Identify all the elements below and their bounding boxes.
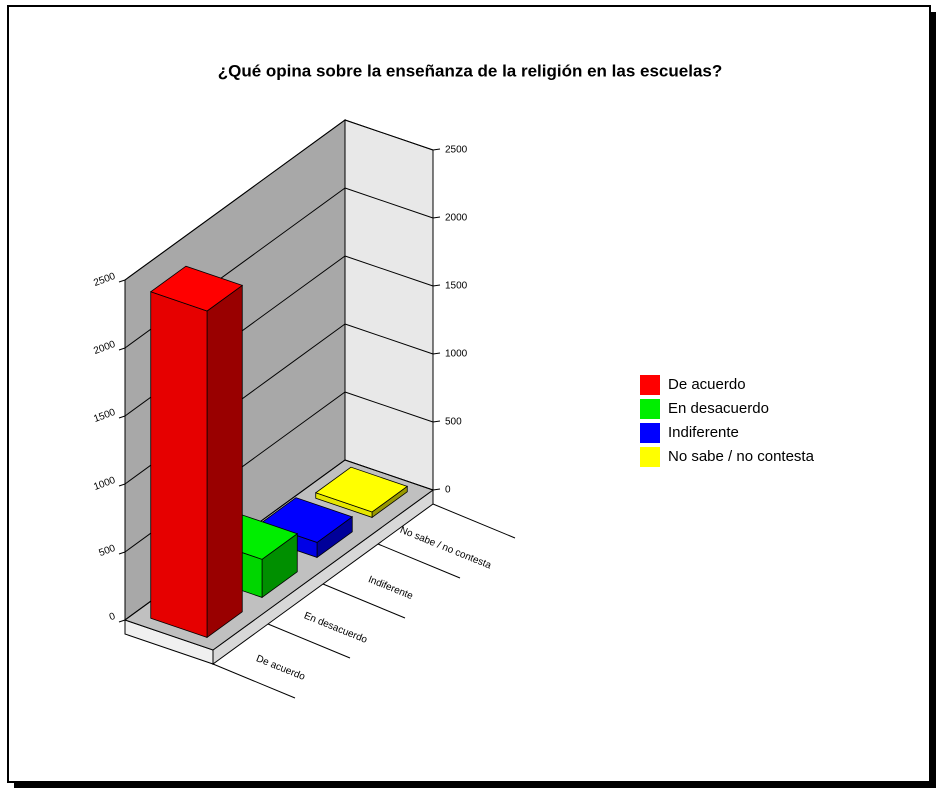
category-separator: [322, 583, 406, 619]
grid-line: [344, 459, 434, 491]
tick-mark: [432, 420, 441, 423]
tick-mark: [432, 148, 441, 151]
grid-line: [344, 119, 434, 151]
grid-line: [344, 391, 434, 423]
grid-line: [124, 119, 346, 281]
bar-top: [259, 497, 354, 543]
tick-mark: [118, 347, 126, 351]
y2-tick-label: 1500: [445, 281, 468, 292]
tick-mark: [118, 619, 126, 623]
legend-swatch: [640, 423, 660, 443]
back-wall: [344, 119, 434, 491]
tick-mark: [118, 279, 126, 283]
category-separator: [432, 503, 516, 539]
tick-mark: [118, 551, 126, 555]
legend-label: Indiferente: [668, 424, 739, 441]
y2-tick-label: 1000: [445, 349, 468, 360]
legend-swatch: [640, 447, 660, 467]
legend-label: No sabe / no contesta: [668, 448, 815, 465]
y2-tick-label: 2000: [445, 213, 468, 224]
tick-mark: [432, 488, 441, 491]
bar-top: [314, 466, 409, 513]
y-tick-label: 0: [108, 611, 117, 623]
grid-line: [344, 187, 434, 219]
tick-mark: [432, 352, 441, 355]
tick-mark: [432, 284, 441, 287]
legend-swatch: [640, 399, 660, 419]
tick-mark: [118, 415, 126, 419]
tick-mark: [118, 483, 126, 487]
chart-title: ¿Qué opina sobre la enseñanza de la reli…: [218, 61, 723, 80]
y2-tick-label: 2500: [445, 145, 468, 156]
bar-side: [206, 284, 243, 639]
grid-line: [344, 323, 434, 355]
bar-top: [149, 265, 244, 312]
y2-tick-label: 0: [445, 485, 451, 496]
tick-mark: [432, 216, 441, 219]
legend-label: De acuerdo: [668, 376, 746, 393]
grid-line: [344, 255, 434, 287]
legend-label: En desacuerdo: [668, 400, 769, 417]
category-separator: [212, 663, 296, 699]
y2-tick-label: 500: [445, 417, 462, 428]
bar-front: [150, 291, 208, 638]
legend-swatch: [640, 375, 660, 395]
category-separator: [267, 623, 351, 659]
category-separator: [377, 543, 461, 579]
